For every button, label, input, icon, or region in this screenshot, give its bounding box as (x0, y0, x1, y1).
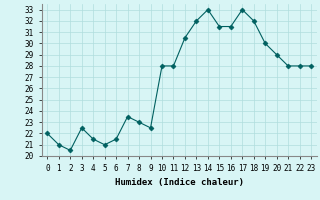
X-axis label: Humidex (Indice chaleur): Humidex (Indice chaleur) (115, 178, 244, 187)
